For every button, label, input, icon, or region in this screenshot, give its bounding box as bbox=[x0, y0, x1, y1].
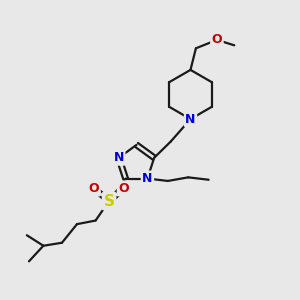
Text: O: O bbox=[212, 33, 222, 46]
Text: N: N bbox=[142, 172, 153, 185]
Text: O: O bbox=[89, 182, 99, 195]
Text: S: S bbox=[103, 194, 115, 208]
Text: N: N bbox=[185, 112, 196, 126]
Text: N: N bbox=[114, 151, 124, 164]
Text: O: O bbox=[118, 182, 129, 195]
